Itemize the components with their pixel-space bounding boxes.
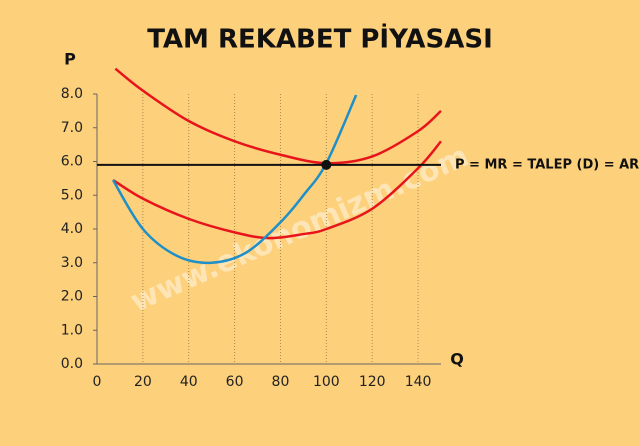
curve	[114, 67, 442, 165]
x-tick-label: 40	[180, 374, 198, 390]
x-tick-label: 20	[134, 374, 152, 390]
y-tick-label: 4.0	[61, 221, 83, 237]
curve	[111, 94, 358, 265]
y-tick-label: 0.0	[61, 356, 83, 372]
equilibrium-point	[321, 159, 332, 170]
y-tick-label: 2.0	[61, 289, 83, 305]
y-tick-label: 5.0	[61, 187, 83, 203]
line-label: P = MR = TALEP (D) = AR	[455, 157, 639, 172]
x-tick-label: 140	[405, 374, 432, 390]
x-tick-label: 0	[93, 374, 102, 390]
y-tick-label: 1.0	[61, 322, 83, 338]
chart-title: TAM REKABET PİYASASI	[147, 23, 493, 55]
x-tick-label: 60	[226, 374, 244, 390]
y-axis-label: P	[64, 50, 76, 69]
x-tick-label: 100	[313, 374, 340, 390]
y-tick-label: 8.0	[61, 86, 83, 102]
y-tick-label: 3.0	[61, 255, 83, 271]
curve	[112, 140, 442, 240]
y-tick-label: 6.0	[61, 154, 83, 170]
y-tick-label: 7.0	[61, 120, 83, 136]
x-tick-label: 120	[359, 374, 386, 390]
x-tick-label: 80	[272, 374, 290, 390]
x-axis-label: Q	[450, 350, 464, 369]
